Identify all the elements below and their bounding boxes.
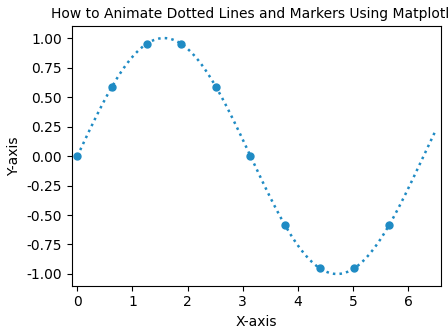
Y-axis label: Y-axis: Y-axis xyxy=(7,136,21,176)
Title: How to Animate Dotted Lines and Markers Using Matplotlib: How to Animate Dotted Lines and Markers … xyxy=(51,7,448,21)
X-axis label: X-axis: X-axis xyxy=(236,315,277,329)
